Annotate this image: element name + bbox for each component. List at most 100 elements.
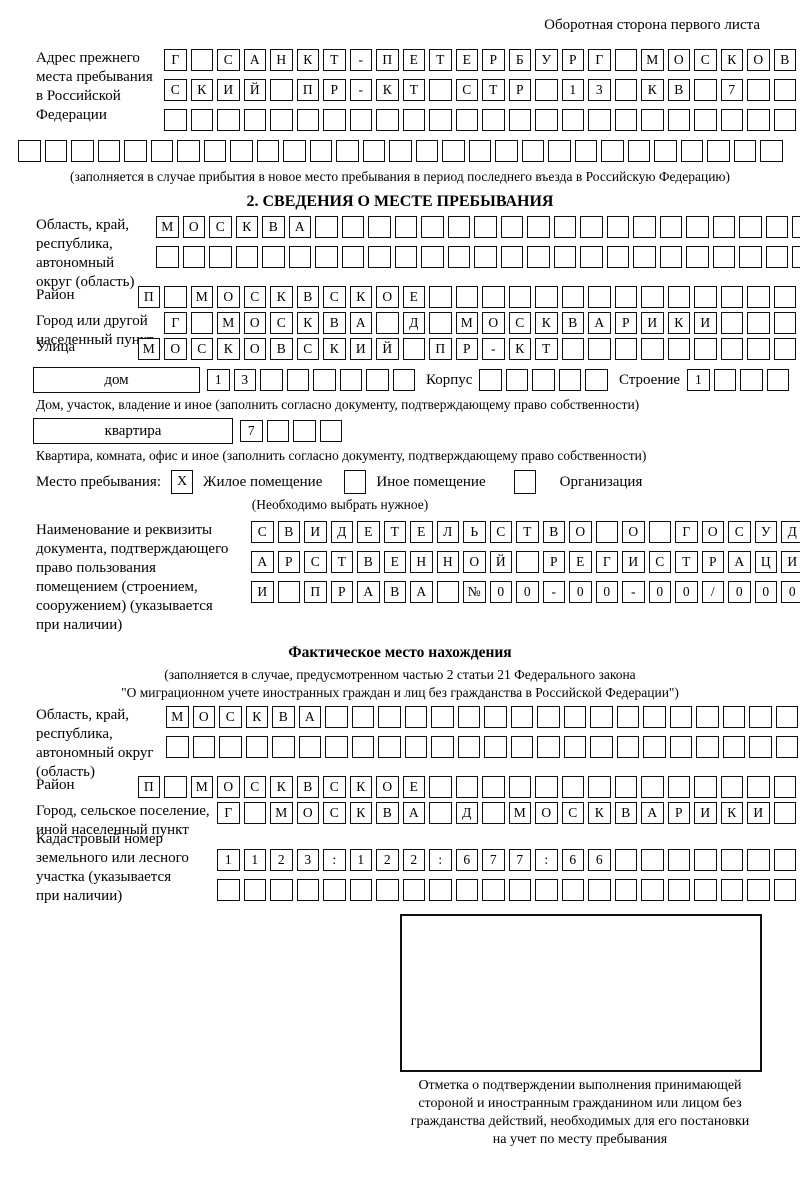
label-line: Отметка о подтверждении выполнения прини… — [418, 1078, 742, 1093]
char-cell: 7 — [508, 849, 531, 871]
char-cell — [190, 109, 213, 131]
label-line: "О миграционном учете иностранных гражда… — [121, 685, 679, 700]
char-cell: 2 — [376, 849, 399, 871]
char-cell — [616, 736, 639, 758]
char-cell: С — [455, 79, 478, 101]
char-cell: С — [561, 802, 584, 824]
char-cell — [474, 216, 497, 238]
apartment-section: квартира 7 — [33, 418, 800, 444]
char-cell — [667, 109, 690, 131]
prev-address-label: Адрес прежнего места пребывания в Российск… — [36, 49, 161, 125]
char-cell: И — [251, 581, 274, 603]
char-cell: В — [376, 802, 399, 824]
char-cell: Г — [164, 312, 187, 334]
char-cell — [720, 109, 743, 131]
char-cell: К — [217, 338, 240, 360]
char-cell — [535, 879, 558, 901]
char-cell — [740, 369, 763, 391]
char-cell: П — [296, 79, 319, 101]
char-cell: Р — [508, 79, 531, 101]
char-cell — [296, 109, 319, 131]
char-cell — [696, 706, 719, 728]
char-cell — [209, 246, 232, 268]
char-cell — [563, 736, 586, 758]
char-cell: Е — [410, 521, 433, 543]
char-cell: И — [304, 521, 327, 543]
char-cell — [484, 736, 507, 758]
char-cell: И — [747, 802, 770, 824]
actual-region-section: Область, край, республика, автономный окру… — [36, 706, 798, 782]
char-cell: С — [323, 286, 346, 308]
char-cell: И — [349, 338, 372, 360]
char-cell: А — [402, 802, 425, 824]
char-cell — [230, 140, 253, 162]
char-cell: Е — [569, 551, 592, 573]
char-cell: К — [641, 79, 664, 101]
char-cell: П — [137, 776, 160, 798]
char-cell — [323, 879, 346, 901]
char-cell — [447, 246, 470, 268]
char-cell: Р — [277, 551, 300, 573]
char-cell: : — [535, 849, 558, 871]
char-cell — [286, 369, 309, 391]
char-cell: 0 — [781, 581, 800, 603]
char-cell — [378, 736, 401, 758]
char-cell — [588, 776, 611, 798]
char-cell — [537, 736, 560, 758]
char-cell — [749, 736, 772, 758]
char-cell — [219, 736, 242, 758]
char-cell: Р — [455, 338, 478, 360]
char-cell — [510, 706, 533, 728]
stay-type-option-residential: Жилое помещение — [203, 473, 323, 490]
char-cell — [595, 521, 618, 543]
char-cell: Д — [781, 521, 800, 543]
char-cell: В — [542, 521, 565, 543]
char-cell: : — [323, 849, 346, 871]
char-cell: С — [508, 312, 531, 334]
char-cell — [431, 706, 454, 728]
region-row-2 — [156, 246, 800, 268]
char-cell — [654, 140, 677, 162]
char-cell — [614, 109, 637, 131]
char-cell: 0 — [595, 581, 618, 603]
char-cell — [590, 706, 613, 728]
char-cell — [429, 286, 452, 308]
char-cell — [505, 369, 529, 391]
char-cell: Е — [402, 286, 425, 308]
char-cell: С — [243, 776, 266, 798]
char-cell — [394, 246, 417, 268]
char-cell — [323, 109, 346, 131]
char-cell — [429, 776, 452, 798]
char-cell — [455, 879, 478, 901]
char-cell — [616, 706, 639, 728]
char-cell — [773, 849, 796, 871]
char-cell — [44, 140, 67, 162]
char-cell — [97, 140, 120, 162]
char-cell — [442, 140, 465, 162]
char-cell — [747, 776, 770, 798]
char-cell: 0 — [648, 581, 671, 603]
char-cell: Т — [383, 521, 406, 543]
char-cell — [667, 338, 690, 360]
char-cell: А — [728, 551, 751, 573]
char-cell: О — [463, 551, 486, 573]
char-cell: 1 — [349, 849, 372, 871]
char-cell — [606, 246, 629, 268]
prev-address-row-3 — [164, 109, 796, 131]
char-cell: Т — [323, 49, 346, 71]
char-cell — [747, 286, 770, 308]
label-line: населенный пункт — [36, 332, 154, 348]
char-cell: Л — [436, 521, 459, 543]
char-cell — [648, 521, 671, 543]
char-cell — [288, 246, 311, 268]
char-cell — [366, 369, 389, 391]
city-label: Город или другой населенный пункт — [36, 312, 153, 350]
char-cell — [694, 79, 717, 101]
char-cell — [336, 140, 359, 162]
char-cell — [402, 879, 425, 901]
char-cell — [243, 802, 266, 824]
char-cell: О — [164, 338, 187, 360]
